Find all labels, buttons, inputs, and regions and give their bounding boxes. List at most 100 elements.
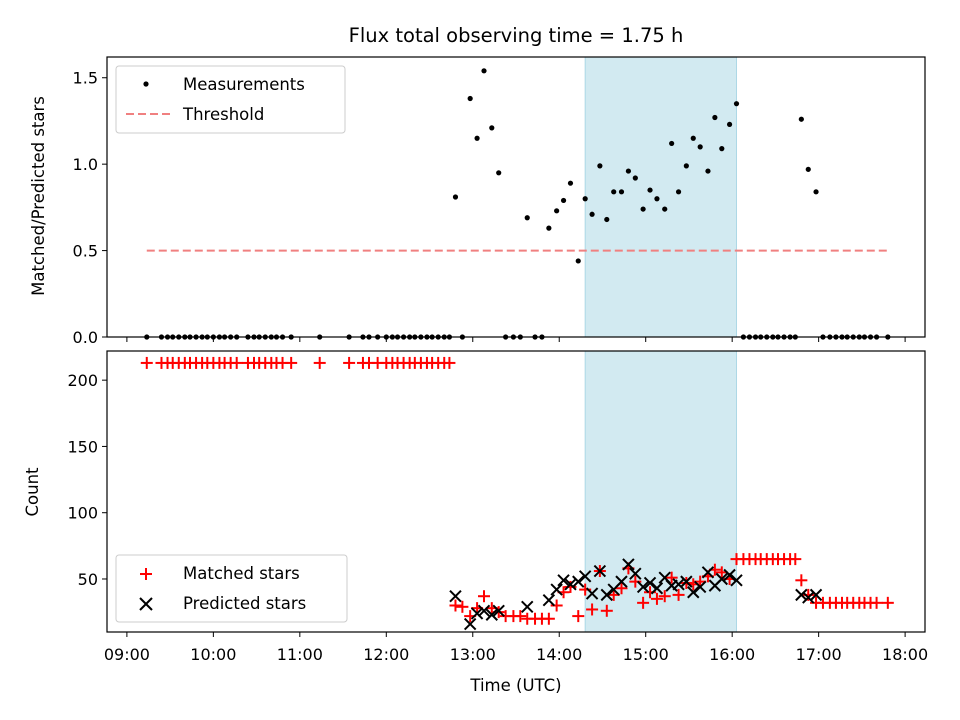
bottom-legend-box <box>115 554 348 623</box>
top-ytick-label: 0.0 <box>73 328 98 347</box>
predicted-star-point <box>600 588 613 602</box>
measurement-point <box>604 216 610 223</box>
matched-star-point <box>629 575 642 588</box>
measurement-point <box>798 116 804 122</box>
bot-ytick-label: 200 <box>67 371 98 390</box>
predicted-star-point <box>542 593 556 607</box>
top-measurement-points <box>144 68 891 340</box>
bottom-legend: Matched stars Predicted stars <box>115 554 348 623</box>
measurement-point <box>589 211 595 217</box>
measurement-point <box>813 189 819 195</box>
predicted-star-point <box>636 580 650 594</box>
predicted-star-point <box>492 604 505 617</box>
predicted-star-point <box>477 604 491 617</box>
measurement-point <box>597 163 603 169</box>
measurement-point <box>726 121 733 128</box>
bottom-panel: 50 100 150 200 09:00 10:00 11:00 12:00 13:00 14:… <box>23 350 928 695</box>
predicted-star-point <box>593 564 607 578</box>
matched-star-point <box>795 574 808 587</box>
measurement-point <box>669 140 675 147</box>
predicted-star-point <box>572 575 585 588</box>
predicted-star-point <box>715 572 729 586</box>
measurement-point <box>697 144 703 150</box>
measurement-point <box>805 166 811 172</box>
legend-measurements-marker <box>143 81 149 87</box>
predicted-star-point <box>795 588 808 602</box>
predicted-star-point <box>578 570 592 583</box>
measurement-point <box>640 206 646 212</box>
measurement-point <box>546 225 552 231</box>
matched-star-point <box>443 356 456 369</box>
matched-star-point <box>230 356 243 369</box>
matched-star-point <box>600 604 613 617</box>
matched-star-point <box>514 610 527 623</box>
predicted-star-point <box>680 575 693 588</box>
predicted-star-point <box>615 575 628 588</box>
xtick-label: 13:00 <box>450 645 496 664</box>
predicted-star-point <box>701 566 715 579</box>
matched-star-point <box>478 590 491 603</box>
bot-span-rect <box>584 350 737 633</box>
predicted-star-point <box>629 567 642 580</box>
xtick-label: 18:00 <box>882 645 928 664</box>
matched-star-point <box>572 610 585 623</box>
measurement-point <box>719 146 725 152</box>
bottom-y-ticks: 50 100 150 200 <box>67 371 107 589</box>
bottom-y-axis-label: Count <box>23 467 42 517</box>
matched-star-point <box>672 588 685 601</box>
legend-matched-marker <box>140 568 152 580</box>
top-ytick-label: 1.0 <box>73 155 98 174</box>
measurement-point <box>675 189 682 195</box>
xtick-label: 14:00 <box>536 645 582 664</box>
matched-star-point <box>637 596 650 609</box>
bottom-x-ticks: 09:00 10:00 11:00 12:00 13:00 14:00 15:00 16:00… <box>104 632 928 664</box>
measurement-point <box>452 194 459 200</box>
matched-star-point <box>615 582 628 595</box>
legend-matched-label: Matched stars <box>183 564 300 583</box>
predicted-star-point <box>802 591 815 604</box>
measurement-point <box>705 168 711 174</box>
measurement-point <box>662 206 668 212</box>
top-legend-box <box>115 65 346 134</box>
measurement-point <box>481 68 487 74</box>
top-span-rect <box>584 56 737 338</box>
matched-star-point <box>586 603 599 616</box>
measurement-point <box>582 196 588 202</box>
measurement-point <box>489 125 495 131</box>
predicted-star-point <box>550 583 563 596</box>
matched-star-point <box>665 571 678 584</box>
matched-star-point <box>285 356 298 369</box>
measurement-point <box>625 168 632 174</box>
matched-star-point <box>789 553 802 566</box>
xtick-label: 09:00 <box>104 645 150 664</box>
matched-star-point <box>343 356 356 369</box>
measurement-point <box>733 101 740 107</box>
predicted-star-point <box>622 558 635 571</box>
matched-star-point <box>550 599 563 612</box>
predicted-star-point <box>557 574 570 587</box>
measurement-point <box>712 114 718 121</box>
predicted-star-point <box>687 586 700 599</box>
matched-star-point <box>881 596 894 609</box>
bottom-highlight-span <box>584 350 737 633</box>
predicted-star-point <box>470 607 484 620</box>
matched-star-point <box>456 600 469 613</box>
legend-predicted-marker <box>139 597 153 611</box>
xtick-label: 15:00 <box>623 645 669 664</box>
predicted-star-point <box>809 588 823 602</box>
measurement-point <box>690 135 696 141</box>
xtick-label: 17:00 <box>796 645 842 664</box>
bot-ytick-label: 50 <box>78 570 98 589</box>
top-legend: Measurements Threshold <box>115 65 346 134</box>
chart-title: Flux total observing time = 1.75 h <box>349 24 684 47</box>
measurement-point <box>632 175 638 181</box>
predicted-star-point <box>463 617 477 631</box>
legend-measurements-label: Measurements <box>183 75 305 94</box>
bottom-predicted-stars-points <box>449 558 823 631</box>
predicted-star-point <box>672 578 685 591</box>
top-panel: 0.0 0.5 1.0 1.5 Matched/Predicted stars Mea… <box>29 56 926 347</box>
predicted-star-point <box>643 576 657 590</box>
matched-star-point <box>870 596 883 609</box>
matched-star-point <box>542 612 555 625</box>
